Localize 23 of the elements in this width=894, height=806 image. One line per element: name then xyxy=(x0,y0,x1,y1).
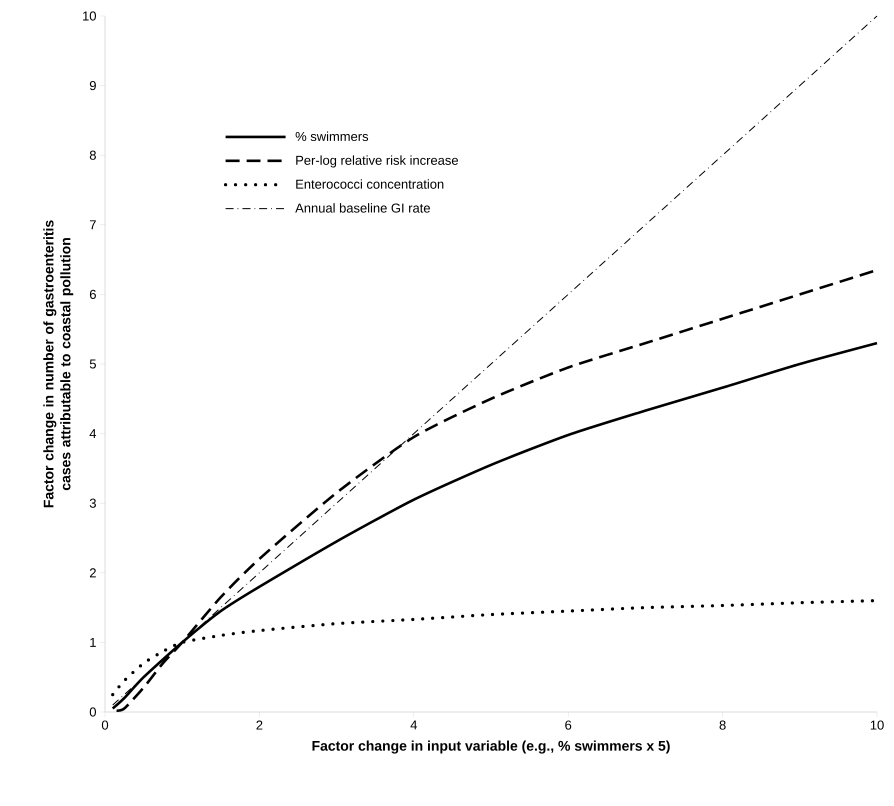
y-tick-label: 6 xyxy=(90,290,96,299)
y-tick-label: 2 xyxy=(90,568,96,578)
y-tick-label: 3 xyxy=(90,498,96,508)
x-tick-label: 4 xyxy=(410,720,418,730)
x-axis-title: Factor change in input variable (e.g., % swimmers x 5) xyxy=(312,740,670,754)
legend-label: Annual baseline GI rate xyxy=(295,203,430,213)
x-tick-label: 2 xyxy=(256,720,262,730)
x-tick-label: 8 xyxy=(720,720,726,730)
x-tick-label: 0 xyxy=(102,720,108,730)
y-tick-label: 1 xyxy=(90,638,96,647)
y-tick-label: 4 xyxy=(90,429,96,438)
y-tick-label: 9 xyxy=(90,81,96,90)
y-axis-title: Factor change in number of gastroenteritis cases attributable to coastal pollution xyxy=(43,220,74,508)
legend-label: % swimmers xyxy=(296,132,368,142)
y-tick-label: 7 xyxy=(90,220,96,230)
y-tick-label: 5 xyxy=(90,359,96,369)
legend-label: Enterococci concentration xyxy=(296,179,444,189)
y-tick-label: 0 xyxy=(90,707,96,717)
y-tick-label: 10 xyxy=(83,11,96,21)
y-tick-label: 8 xyxy=(90,150,96,160)
legend-label: Per-log relative risk increase xyxy=(296,155,458,168)
x-tick-label: 6 xyxy=(565,720,572,730)
x-tick-label: 10 xyxy=(870,720,884,730)
